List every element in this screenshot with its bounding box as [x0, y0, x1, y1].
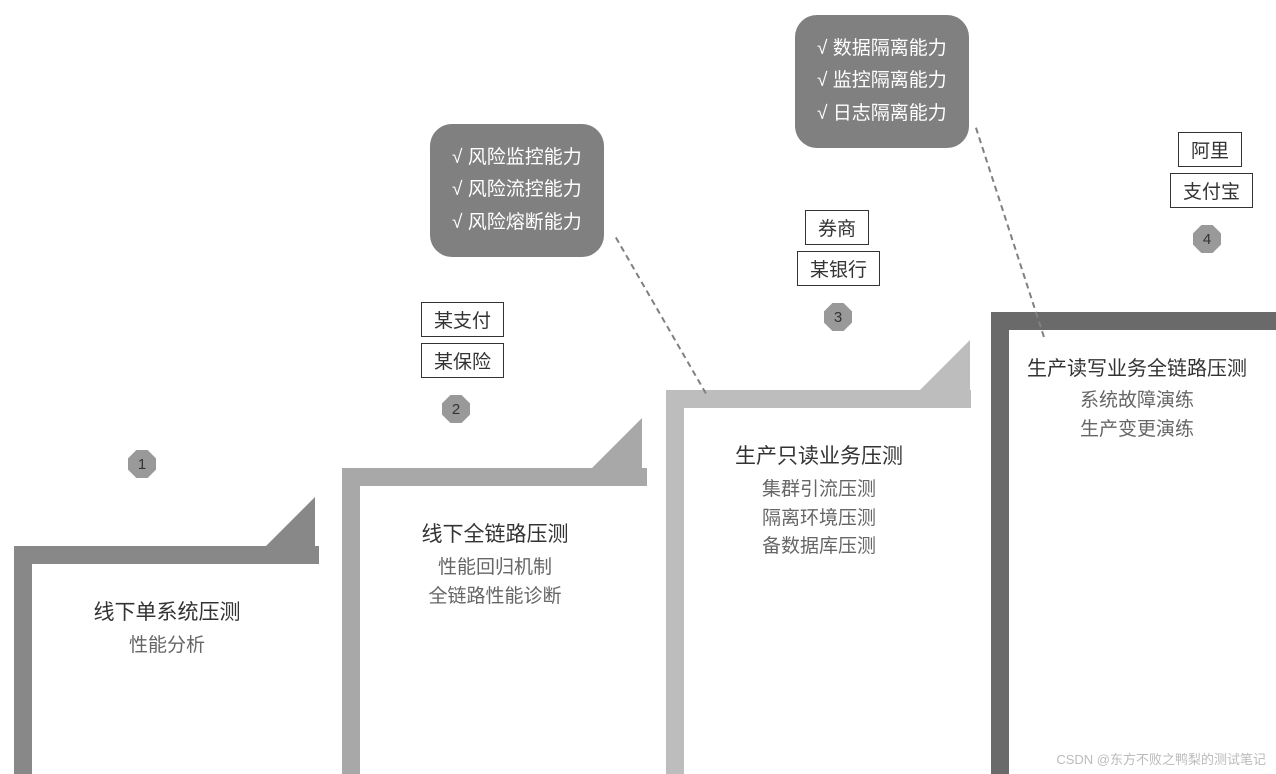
step-2-item-1: 全链路性能诊断	[360, 583, 630, 612]
step-4-item-0: 系统故障演练	[1003, 387, 1271, 416]
step-2-triangle	[592, 418, 642, 468]
step-4: 生产读写业务全链路压测 系统故障演练 生产变更演练	[991, 312, 1276, 774]
step-1-title: 线下单系统压测	[32, 596, 302, 626]
callout-2-line	[975, 127, 1045, 337]
step-4-title: 生产读写业务全链路压测	[1003, 352, 1271, 381]
step-4-frame-top	[991, 312, 1276, 330]
callout-2-item-2: 日志隔离能力	[817, 98, 947, 130]
step-4-badge: 4	[1193, 225, 1221, 253]
callout-1-item-2: 风险熔断能力	[452, 207, 582, 239]
step-3-frame-top	[666, 390, 971, 408]
step-2-badge: 2	[442, 395, 470, 423]
callout-1: 风险监控能力 风险流控能力 风险熔断能力	[430, 124, 604, 257]
callout-1-item-1: 风险流控能力	[452, 174, 582, 206]
step-3-title: 生产只读业务压测	[684, 440, 954, 470]
step-3-frame-left	[666, 390, 684, 774]
step-1-frame-top	[14, 546, 319, 564]
step-1-triangle	[265, 497, 315, 547]
step-2-tag-0: 某支付	[421, 302, 504, 337]
step-3-badge: 3	[824, 303, 852, 331]
callout-1-line	[615, 237, 707, 394]
step-3-triangle	[920, 340, 970, 390]
step-1: 线下单系统压测 性能分析	[14, 546, 319, 774]
step-1-frame-left	[14, 546, 32, 774]
step-4-tag-0: 阿里	[1178, 132, 1242, 167]
callout-2: 数据隔离能力 监控隔离能力 日志隔离能力	[795, 15, 969, 148]
step-2: 线下全链路压测 性能回归机制 全链路性能诊断	[342, 468, 647, 774]
step-2-frame-top	[342, 468, 647, 486]
step-3-tag-0: 券商	[805, 210, 869, 245]
step-3-item-0: 集群引流压测	[684, 476, 954, 505]
step-4-tag-1: 支付宝	[1170, 173, 1253, 208]
step-1-badge: 1	[128, 450, 156, 478]
step-2-frame-left	[342, 468, 360, 774]
step-3: 生产只读业务压测 集群引流压测 隔离环境压测 备数据库压测	[666, 390, 971, 774]
step-2-tag-1: 某保险	[421, 343, 504, 378]
step-1-item-0: 性能分析	[32, 632, 302, 661]
callout-1-item-0: 风险监控能力	[452, 142, 582, 174]
step-3-tag-1: 某银行	[797, 251, 880, 286]
step-2-item-0: 性能回归机制	[360, 554, 630, 583]
step-3-item-2: 备数据库压测	[684, 533, 954, 562]
watermark: CSDN @东方不败之鸭梨的测试笔记	[1056, 749, 1266, 768]
step-3-item-1: 隔离环境压测	[684, 505, 954, 534]
callout-2-item-1: 监控隔离能力	[817, 65, 947, 97]
step-4-item-1: 生产变更演练	[1003, 416, 1271, 445]
step-2-title: 线下全链路压测	[360, 518, 630, 548]
callout-2-item-0: 数据隔离能力	[817, 33, 947, 65]
